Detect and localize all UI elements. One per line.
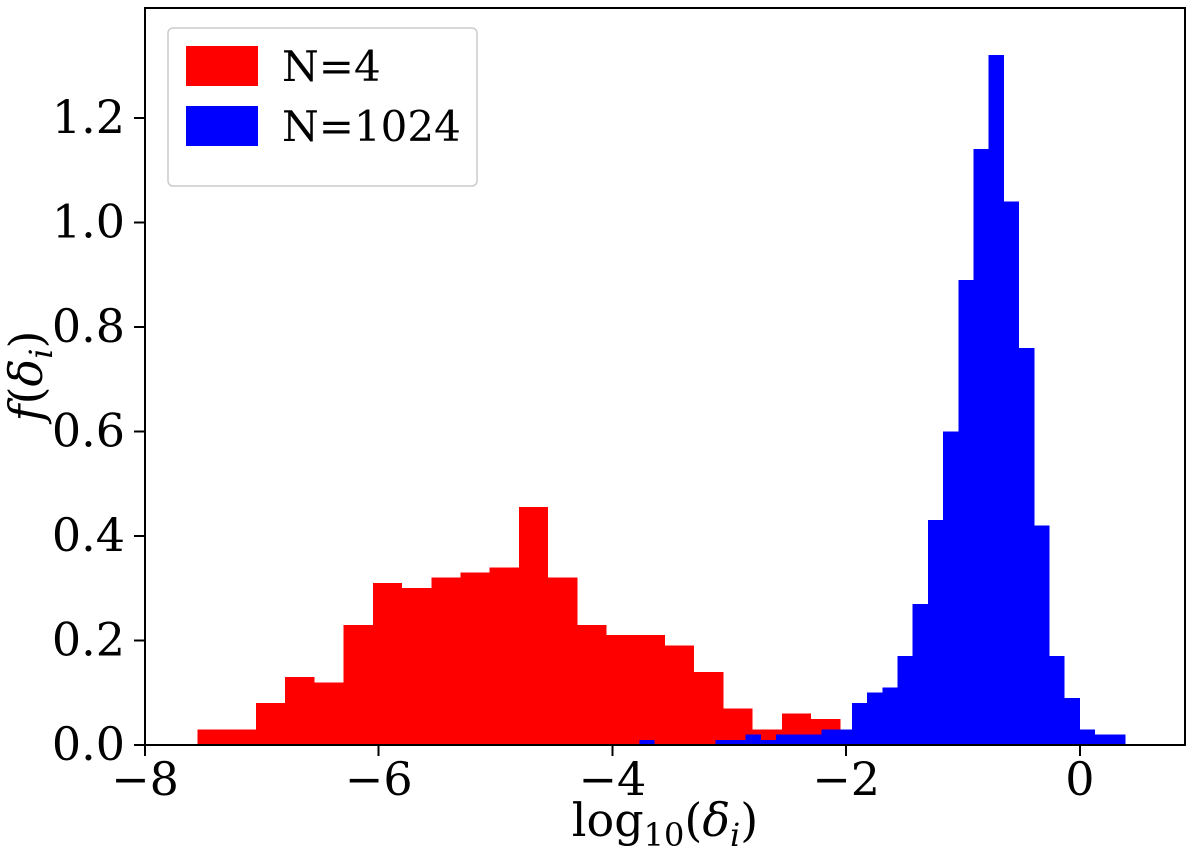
- y-tick-label: 1.2: [52, 90, 125, 144]
- hist-bar-n-4: [694, 671, 724, 745]
- x-tick-label: −8: [111, 752, 179, 806]
- legend-swatch-n4: [186, 46, 258, 86]
- hist-bar-n-1024: [912, 603, 928, 745]
- histogram-bars: [197, 55, 1126, 746]
- hist-bar-n-1024: [776, 734, 792, 745]
- hist-bar-n-4: [314, 682, 344, 745]
- hist-bar-n-1024: [958, 279, 974, 745]
- hist-bar-n-1024: [1034, 525, 1050, 745]
- hist-bar-n-1024: [988, 55, 1004, 746]
- hist-bar-n-4: [635, 635, 665, 745]
- x-tick-label: −4: [579, 752, 647, 806]
- hist-bar-n-1024: [836, 729, 852, 745]
- hist-bar-n-4: [431, 577, 461, 745]
- hist-bar-n-1024: [806, 734, 822, 745]
- hist-bar-n-1024: [1110, 734, 1126, 745]
- x-axis-label: log10(δi): [572, 793, 758, 847]
- x-tick-label: 0: [1065, 752, 1094, 806]
- hist-bar-n-1024: [927, 520, 944, 745]
- y-tick-label: 0.4: [52, 508, 125, 562]
- hist-bar-n-4: [372, 582, 403, 745]
- hist-bar-n-1024: [1095, 734, 1111, 745]
- hist-bar-n-1024: [760, 739, 777, 745]
- hist-bar-n-1024: [973, 149, 989, 745]
- hist-bar-n-1024: [821, 729, 837, 745]
- hist-bar-n-4: [489, 567, 519, 745]
- hist-bar-n-1024: [851, 703, 868, 745]
- y-tick-label: 0.0: [52, 717, 125, 771]
- legend-swatch-n1024: [186, 106, 258, 146]
- hist-bar-n-1024: [715, 739, 731, 745]
- hist-bar-n-1024: [1064, 697, 1080, 745]
- hist-bar-n-4: [402, 588, 432, 745]
- y-tick-label: 0.2: [52, 612, 125, 666]
- hist-bar-n-1024: [897, 656, 913, 745]
- hist-bar-n-4: [577, 624, 607, 745]
- plot-frame: [144, 7, 1186, 746]
- legend-label-n4: N=4: [282, 42, 381, 91]
- hist-bar-n-4: [665, 645, 695, 745]
- hist-bar-n-4: [548, 577, 578, 745]
- hist-bar-n-1024: [1049, 656, 1065, 745]
- hist-bar-n-1024: [1079, 729, 1096, 745]
- y-tick-label: 1.0: [52, 194, 125, 248]
- hist-bar-n-4: [518, 507, 549, 745]
- hist-bar-n-4: [285, 677, 315, 745]
- x-tick-label: −6: [345, 752, 413, 806]
- y-tick-label: 0.8: [52, 299, 125, 353]
- hist-bar-n-4: [460, 572, 490, 745]
- axes: −8 −6 −4 −2 0 0.0 0.2 0.4 0.6 0.8 1.0 1.2: [52, 7, 1186, 806]
- hist-bar-n-1024: [791, 734, 807, 745]
- legend-label-n1024: N=1024: [282, 102, 461, 151]
- hist-bar-n-1024: [639, 739, 655, 745]
- hist-bar-n-1024: [745, 734, 761, 745]
- hist-bar-n-1024: [730, 739, 746, 745]
- hist-bar-n-1024: [867, 692, 883, 745]
- hist-bar-n-1024: [1003, 201, 1020, 745]
- legend: N=4 N=1024: [167, 27, 478, 187]
- hist-bar-n-4: [343, 624, 373, 745]
- y-tick-label: 0.6: [52, 403, 125, 457]
- hist-bar-n-1024: [1019, 347, 1035, 745]
- hist-bar-n-4: [256, 703, 286, 745]
- hist-bar-n-1024: [882, 687, 898, 745]
- hist-bar-n-4: [226, 729, 257, 745]
- y-axis-label: f(δi): [0, 331, 60, 425]
- x-tick-label: −2: [812, 752, 880, 806]
- hist-bar-n-4: [606, 635, 636, 745]
- hist-bar-n-1024: [943, 431, 959, 745]
- hist-bar-n-4: [197, 729, 227, 745]
